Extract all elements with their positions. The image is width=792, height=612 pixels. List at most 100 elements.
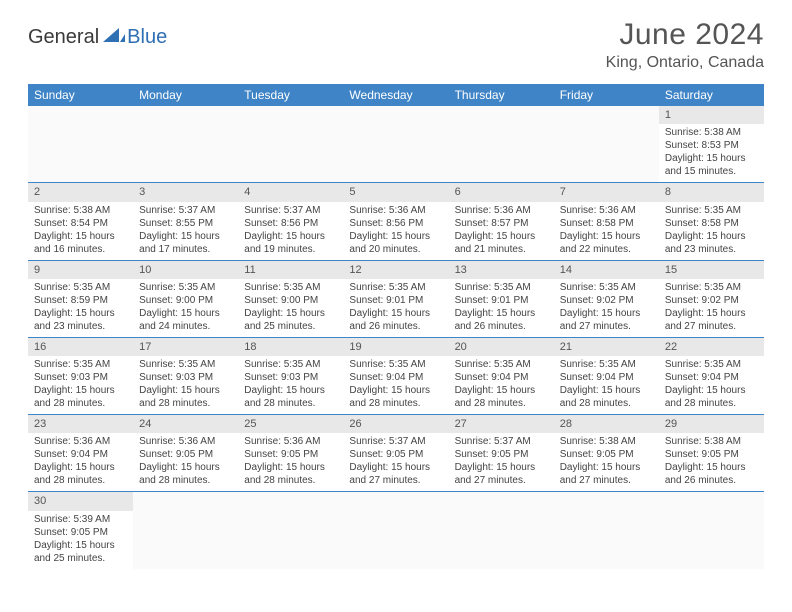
day-details: Sunrise: 5:35 AMSunset: 9:04 PMDaylight:…: [343, 356, 448, 414]
day-details: Sunrise: 5:35 AMSunset: 9:04 PMDaylight:…: [554, 356, 659, 414]
logo-text-blue: Blue: [127, 26, 167, 49]
day-details: Sunrise: 5:39 AMSunset: 9:05 PMDaylight:…: [28, 511, 133, 569]
calendar-day: 14Sunrise: 5:35 AMSunset: 9:02 PMDayligh…: [554, 260, 659, 337]
day-header: Tuesday: [238, 84, 343, 106]
day-details: Sunrise: 5:35 AMSunset: 8:58 PMDaylight:…: [659, 202, 764, 260]
day-number: 5: [343, 183, 448, 201]
daylight-line2: and 17 minutes.: [139, 243, 232, 256]
calendar-day: 26Sunrise: 5:37 AMSunset: 9:05 PMDayligh…: [343, 415, 448, 492]
calendar-day: 13Sunrise: 5:35 AMSunset: 9:01 PMDayligh…: [449, 260, 554, 337]
sunrise-text: Sunrise: 5:36 AM: [560, 204, 653, 217]
daylight-line2: and 26 minutes.: [349, 320, 442, 333]
calendar-day: 22Sunrise: 5:35 AMSunset: 9:04 PMDayligh…: [659, 337, 764, 414]
day-details: Sunrise: 5:38 AMSunset: 9:05 PMDaylight:…: [554, 433, 659, 491]
sunrise-text: Sunrise: 5:38 AM: [560, 435, 653, 448]
daylight-line1: Daylight: 15 hours: [34, 230, 127, 243]
sunset-text: Sunset: 8:57 PM: [455, 217, 548, 230]
daylight-line2: and 23 minutes.: [34, 320, 127, 333]
sunrise-text: Sunrise: 5:37 AM: [455, 435, 548, 448]
sunset-text: Sunset: 9:00 PM: [244, 294, 337, 307]
sunrise-text: Sunrise: 5:35 AM: [34, 358, 127, 371]
logo: General Blue: [28, 24, 167, 50]
daylight-line2: and 19 minutes.: [244, 243, 337, 256]
calendar-week: 30Sunrise: 5:39 AMSunset: 9:05 PMDayligh…: [28, 492, 764, 569]
day-details: Sunrise: 5:36 AMSunset: 9:05 PMDaylight:…: [133, 433, 238, 491]
month-year: June 2024: [606, 18, 764, 52]
daylight-line1: Daylight: 15 hours: [349, 230, 442, 243]
day-header: Friday: [554, 84, 659, 106]
calendar-empty: [554, 106, 659, 183]
day-number: 12: [343, 261, 448, 279]
calendar-day: 5Sunrise: 5:36 AMSunset: 8:56 PMDaylight…: [343, 183, 448, 260]
sunset-text: Sunset: 9:03 PM: [244, 371, 337, 384]
day-details: Sunrise: 5:35 AMSunset: 9:01 PMDaylight:…: [449, 279, 554, 337]
calendar-table: SundayMondayTuesdayWednesdayThursdayFrid…: [28, 84, 764, 569]
calendar-day: 8Sunrise: 5:35 AMSunset: 8:58 PMDaylight…: [659, 183, 764, 260]
day-number: 1: [659, 106, 764, 124]
day-number: 22: [659, 338, 764, 356]
location: King, Ontario, Canada: [606, 54, 764, 72]
daylight-line2: and 22 minutes.: [560, 243, 653, 256]
day-number: 13: [449, 261, 554, 279]
calendar-day: 29Sunrise: 5:38 AMSunset: 9:05 PMDayligh…: [659, 415, 764, 492]
calendar-day: 21Sunrise: 5:35 AMSunset: 9:04 PMDayligh…: [554, 337, 659, 414]
sunrise-text: Sunrise: 5:36 AM: [244, 435, 337, 448]
calendar-empty: [238, 492, 343, 569]
sunset-text: Sunset: 9:05 PM: [139, 448, 232, 461]
sunrise-text: Sunrise: 5:35 AM: [560, 281, 653, 294]
sunrise-text: Sunrise: 5:35 AM: [244, 358, 337, 371]
daylight-line1: Daylight: 15 hours: [34, 539, 127, 552]
sunrise-text: Sunrise: 5:35 AM: [244, 281, 337, 294]
day-details: Sunrise: 5:35 AMSunset: 9:00 PMDaylight:…: [133, 279, 238, 337]
logo-sail-icon: [103, 24, 125, 42]
day-details: Sunrise: 5:38 AMSunset: 9:05 PMDaylight:…: [659, 433, 764, 491]
daylight-line1: Daylight: 15 hours: [244, 461, 337, 474]
calendar-empty: [449, 106, 554, 183]
sunset-text: Sunset: 8:59 PM: [34, 294, 127, 307]
day-details: Sunrise: 5:38 AMSunset: 8:54 PMDaylight:…: [28, 202, 133, 260]
day-details: Sunrise: 5:35 AMSunset: 9:03 PMDaylight:…: [133, 356, 238, 414]
day-details: Sunrise: 5:35 AMSunset: 9:02 PMDaylight:…: [659, 279, 764, 337]
daylight-line2: and 27 minutes.: [665, 320, 758, 333]
day-details: Sunrise: 5:37 AMSunset: 8:56 PMDaylight:…: [238, 202, 343, 260]
calendar-empty: [343, 492, 448, 569]
daylight-line1: Daylight: 15 hours: [349, 384, 442, 397]
day-number: 9: [28, 261, 133, 279]
daylight-line1: Daylight: 15 hours: [560, 307, 653, 320]
daylight-line2: and 25 minutes.: [244, 320, 337, 333]
daylight-line1: Daylight: 15 hours: [560, 384, 653, 397]
day-details: Sunrise: 5:37 AMSunset: 9:05 PMDaylight:…: [343, 433, 448, 491]
day-number: 24: [133, 415, 238, 433]
day-number: 27: [449, 415, 554, 433]
daylight-line2: and 28 minutes.: [34, 397, 127, 410]
sunset-text: Sunset: 9:05 PM: [34, 526, 127, 539]
sunrise-text: Sunrise: 5:36 AM: [349, 204, 442, 217]
daylight-line1: Daylight: 15 hours: [665, 230, 758, 243]
daylight-line1: Daylight: 15 hours: [139, 384, 232, 397]
daylight-line2: and 28 minutes.: [665, 397, 758, 410]
daylight-line1: Daylight: 15 hours: [139, 230, 232, 243]
sunset-text: Sunset: 9:00 PM: [139, 294, 232, 307]
day-number: 26: [343, 415, 448, 433]
day-number: 20: [449, 338, 554, 356]
sunset-text: Sunset: 9:03 PM: [139, 371, 232, 384]
sunrise-text: Sunrise: 5:35 AM: [455, 281, 548, 294]
daylight-line2: and 27 minutes.: [455, 474, 548, 487]
day-details: Sunrise: 5:35 AMSunset: 9:00 PMDaylight:…: [238, 279, 343, 337]
day-header: Thursday: [449, 84, 554, 106]
daylight-line2: and 28 minutes.: [139, 474, 232, 487]
sunrise-text: Sunrise: 5:38 AM: [34, 204, 127, 217]
day-details: Sunrise: 5:36 AMSunset: 8:56 PMDaylight:…: [343, 202, 448, 260]
calendar-empty: [343, 106, 448, 183]
day-number: 28: [554, 415, 659, 433]
calendar-day: 1Sunrise: 5:38 AMSunset: 8:53 PMDaylight…: [659, 106, 764, 183]
sunrise-text: Sunrise: 5:36 AM: [34, 435, 127, 448]
day-details: Sunrise: 5:35 AMSunset: 9:04 PMDaylight:…: [659, 356, 764, 414]
calendar-day: 15Sunrise: 5:35 AMSunset: 9:02 PMDayligh…: [659, 260, 764, 337]
daylight-line2: and 28 minutes.: [34, 474, 127, 487]
calendar-week: 2Sunrise: 5:38 AMSunset: 8:54 PMDaylight…: [28, 183, 764, 260]
calendar-empty: [133, 106, 238, 183]
calendar-day: 9Sunrise: 5:35 AMSunset: 8:59 PMDaylight…: [28, 260, 133, 337]
daylight-line1: Daylight: 15 hours: [34, 307, 127, 320]
sunset-text: Sunset: 9:05 PM: [244, 448, 337, 461]
